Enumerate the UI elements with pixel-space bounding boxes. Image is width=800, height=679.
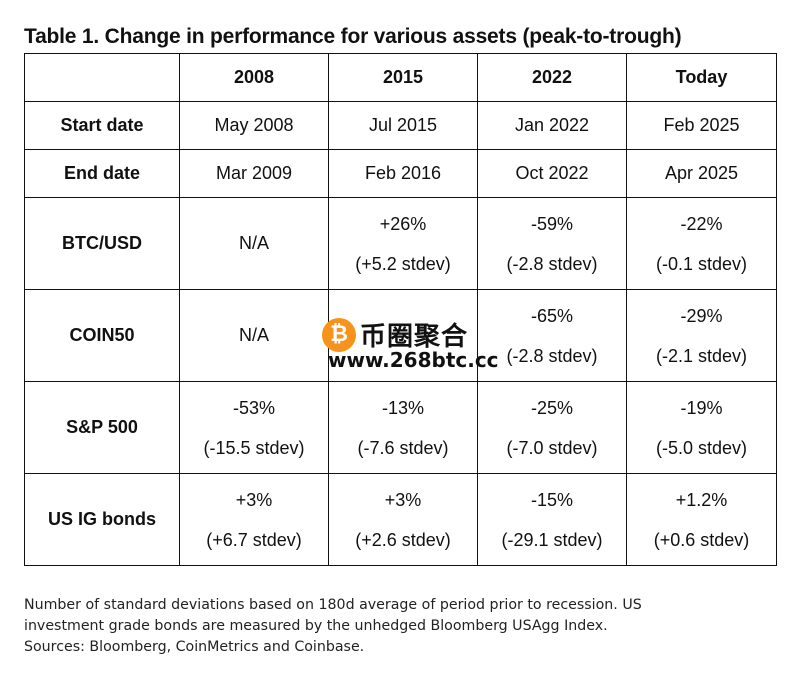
column-header-2022: 2022 — [477, 53, 627, 102]
table-cell: May 2008 — [179, 101, 329, 150]
table-row: US IG bonds +3% (+6.7 stdev) +3% (+2.6 stdev… — [24, 473, 777, 566]
cell-change-value: +3% — [384, 489, 422, 510]
cell-value: Jul 2015 — [368, 115, 438, 135]
table-row: Start date May 2008 Jul 2015 Jan 2022 Feb 20… — [24, 101, 777, 150]
column-header-2008: 2008 — [179, 53, 329, 102]
cell-value-stack: -15% (-29.1 stdev) — [478, 490, 626, 550]
table-cell: N/A — [179, 197, 329, 290]
cell-value-stack: -25% (-7.0 stdev) — [478, 398, 626, 458]
cell-stdev-value: (+2.6 stdev) — [355, 529, 451, 550]
row-label: End date — [24, 149, 180, 198]
cell-change-value: -59% — [530, 213, 574, 234]
table-cell: +26% (+5.2 stdev) — [328, 197, 478, 290]
cell-value: N/A — [238, 325, 269, 345]
table-cell: -53% (-15.5 stdev) — [179, 381, 329, 474]
cell-stdev-value: (-5.0 stdev) — [655, 437, 748, 458]
table-cell: N/A — [179, 289, 329, 382]
row-label: COIN50 — [24, 289, 180, 382]
cell-change-value: -25% — [530, 397, 574, 418]
footnote: Number of standard deviations based on 1… — [24, 595, 764, 658]
cell-change-value: +26% — [379, 213, 427, 234]
table-cell: -13% (-7.6 stdev) — [328, 381, 478, 474]
cell-stdev-value: (-2.1 stdev) — [655, 345, 748, 366]
column-header-2015: 2015 — [328, 53, 478, 102]
table-row: BTC/USD N/A +26% (+5.2 stdev) -59% (-2.8 stde… — [24, 197, 777, 290]
column-header-blank — [24, 53, 180, 102]
table-row: COIN50 N/A -65% (-2.8 stdev) -29% (-2.1 stdev… — [24, 289, 777, 382]
footnote-line: Sources: Bloomberg, CoinMetrics and Coin… — [24, 639, 365, 655]
cell-value: Feb 2016 — [364, 163, 442, 183]
cell-change-value: -15% — [530, 489, 574, 510]
table-cell: Mar 2009 — [179, 149, 329, 198]
cell-value-stack: -22% (-0.1 stdev) — [627, 214, 776, 274]
row-label: S&P 500 — [24, 381, 180, 474]
cell-value-stack: -65% (-2.8 stdev) — [478, 306, 626, 366]
cell-value-stack: -29% (-2.1 stdev) — [627, 306, 776, 366]
footnote-line: Number of standard deviations based on 1… — [24, 597, 642, 613]
cell-stdev-value: (-7.6 stdev) — [357, 437, 449, 458]
cell-change-value: -13% — [381, 397, 425, 418]
cell-value-stack: +26% (+5.2 stdev) — [329, 214, 477, 274]
cell-value-stack: +3% (+6.7 stdev) — [180, 490, 328, 550]
table-cell: -22% (-0.1 stdev) — [626, 197, 777, 290]
cell-value-stack: -59% (-2.8 stdev) — [478, 214, 626, 274]
table-cell: Jul 2015 — [328, 101, 478, 150]
column-header-today: Today — [626, 53, 777, 102]
cell-change-value: +1.2% — [675, 489, 728, 510]
table-cell: Apr 2025 — [626, 149, 777, 198]
cell-stdev-value: (+5.2 stdev) — [355, 253, 451, 274]
table-cell: -59% (-2.8 stdev) — [477, 197, 627, 290]
table-cell: Feb 2025 — [626, 101, 777, 150]
cell-change-value: -19% — [680, 397, 723, 418]
cell-value-stack: -19% (-5.0 stdev) — [627, 398, 776, 458]
table-cell: Feb 2016 — [328, 149, 478, 198]
cell-value-stack: -53% (-15.5 stdev) — [180, 398, 328, 458]
table-cell: Jan 2022 — [477, 101, 627, 150]
row-label: Start date — [24, 101, 180, 150]
table-title: Table 1. Change in performance for vario… — [24, 25, 682, 48]
cell-stdev-value: (+6.7 stdev) — [206, 529, 302, 550]
cell-change-value: -29% — [680, 305, 723, 326]
cell-stdev-value: (-7.0 stdev) — [506, 437, 598, 458]
cell-value: Feb 2025 — [663, 115, 740, 135]
table-cell: -25% (-7.0 stdev) — [477, 381, 627, 474]
cell-change-value: -53% — [232, 397, 276, 418]
table-cell: +1.2% (+0.6 stdev) — [626, 473, 777, 566]
cell-value-stack: +1.2% (+0.6 stdev) — [627, 490, 776, 550]
cell-value: Apr 2025 — [664, 163, 739, 183]
table-cell: -29% (-2.1 stdev) — [626, 289, 777, 382]
table-cell: +3% (+2.6 stdev) — [328, 473, 478, 566]
table-row: End date Mar 2009 Feb 2016 Oct 2022 Apr 2025 — [24, 149, 777, 198]
cell-value-stack: +3% (+2.6 stdev) — [329, 490, 477, 550]
cell-change-value: -65% — [530, 305, 574, 326]
cell-stdev-value: (-15.5 stdev) — [203, 437, 305, 458]
cell-value: Mar 2009 — [215, 163, 293, 183]
cell-stdev-value: (-2.8 stdev) — [506, 345, 598, 366]
table-header-row: 2008 2015 2022 Today — [24, 53, 777, 102]
footnote-line: investment grade bonds are measured by t… — [24, 618, 608, 634]
row-label: BTC/USD — [24, 197, 180, 290]
table-cell: -15% (-29.1 stdev) — [477, 473, 627, 566]
cell-value: N/A — [238, 233, 269, 253]
cell-stdev-value: (-29.1 stdev) — [501, 529, 603, 550]
cell-change-value: +3% — [235, 489, 273, 510]
asset-performance-table: 2008 2015 2022 Today Start date May 2008 J… — [24, 53, 777, 566]
table-cell: Oct 2022 — [477, 149, 627, 198]
cell-stdev-value: (-2.8 stdev) — [506, 253, 598, 274]
table-cell: +3% (+6.7 stdev) — [179, 473, 329, 566]
table-row: S&P 500 -53% (-15.5 stdev) -13% (-7.6 stdev)… — [24, 381, 777, 474]
row-label: US IG bonds — [24, 473, 180, 566]
cell-value-stack: -13% (-7.6 stdev) — [329, 398, 477, 458]
table-cell: -19% (-5.0 stdev) — [626, 381, 777, 474]
cell-change-value: -22% — [680, 213, 723, 234]
cell-stdev-value: (-0.1 stdev) — [655, 253, 748, 274]
table-cell — [328, 289, 478, 382]
cell-value: Jan 2022 — [514, 115, 590, 135]
cell-value: May 2008 — [214, 115, 294, 135]
table-cell: -65% (-2.8 stdev) — [477, 289, 627, 382]
cell-value: Oct 2022 — [515, 163, 589, 183]
cell-stdev-value: (+0.6 stdev) — [653, 529, 750, 550]
